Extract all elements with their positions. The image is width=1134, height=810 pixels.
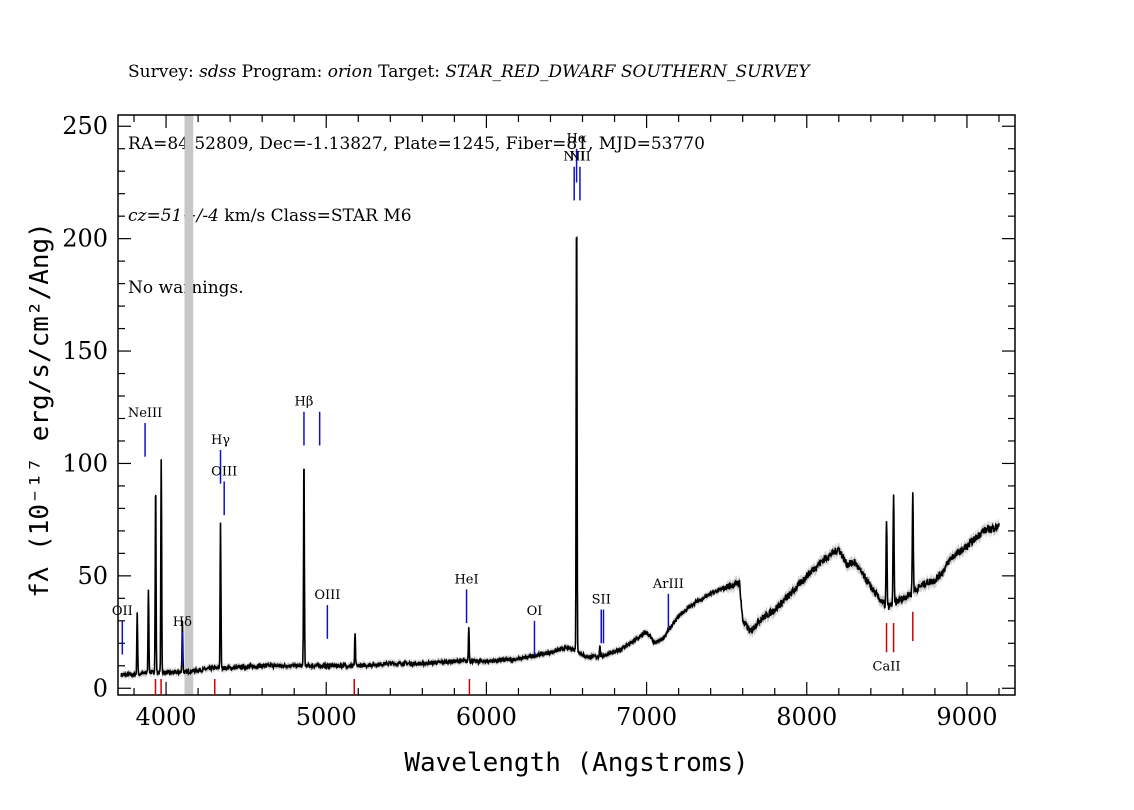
emission-line-label: NII (563, 150, 585, 165)
x-tick-label: 4000 (136, 703, 197, 731)
y-tick-label: 250 (62, 112, 108, 140)
target-name: STAR_RED_DWARF SOUTHERN_SURVEY (445, 62, 810, 82)
y-tick-label: 200 (62, 225, 108, 253)
spectrum-error-band (121, 234, 999, 681)
emission-line-label: Hβ (295, 395, 314, 410)
y-tick-label: 50 (77, 562, 108, 590)
emission-line-label: OII (112, 604, 133, 619)
emission-line-label: Hγ (211, 433, 230, 448)
emission-line-label: Hδ (173, 615, 192, 630)
x-tick-label: 7000 (616, 703, 677, 731)
redshift-line: cz=51+/-4 km/s Class=STAR M6 (128, 206, 412, 226)
x-tick-label: 9000 (936, 703, 997, 731)
y-axis-title: fλ (10⁻¹⁷ erg/s/cm²/Ang) (25, 222, 55, 598)
redshift-value: cz=51+/-4 (128, 206, 219, 226)
emission-line-label: ArIII (652, 577, 684, 592)
survey-name: sdss (199, 62, 237, 82)
masked-region (184, 115, 194, 695)
program-name: orion (327, 62, 373, 82)
emission-line-label: Hα (567, 132, 587, 147)
absorption-line-label: CaII (873, 659, 901, 674)
y-tick-label: 0 (93, 674, 108, 702)
emission-line-label: OIII (314, 588, 340, 603)
warnings-line: No warnings. (128, 278, 244, 298)
y-tick-label: 150 (62, 337, 108, 365)
spectrum-header: Survey: sdss Program: orion Target: STAR… (128, 12, 810, 324)
x-tick-label: 5000 (296, 703, 357, 731)
emission-line-label: NeIII (128, 406, 162, 421)
y-tick-label: 100 (62, 449, 108, 477)
x-tick-label: 6000 (456, 703, 517, 731)
x-axis-title: Wavelength (Angstroms) (404, 748, 748, 778)
emission-line-label: OIII (211, 464, 237, 479)
coords-line: RA=84.52809, Dec=-1.13827, Plate=1245, F… (128, 134, 705, 154)
x-tick-label: 8000 (776, 703, 837, 731)
emission-line-label: SII (592, 593, 611, 608)
plot-frame (117, 114, 1016, 696)
emission-line-label: OI (527, 604, 543, 619)
spectrum-line (120, 236, 1000, 679)
survey-line: Survey: sdss Program: orion Target: STAR… (128, 62, 810, 82)
emission-line-label: HeI (454, 572, 478, 587)
emission-line-label: NII (569, 150, 591, 165)
